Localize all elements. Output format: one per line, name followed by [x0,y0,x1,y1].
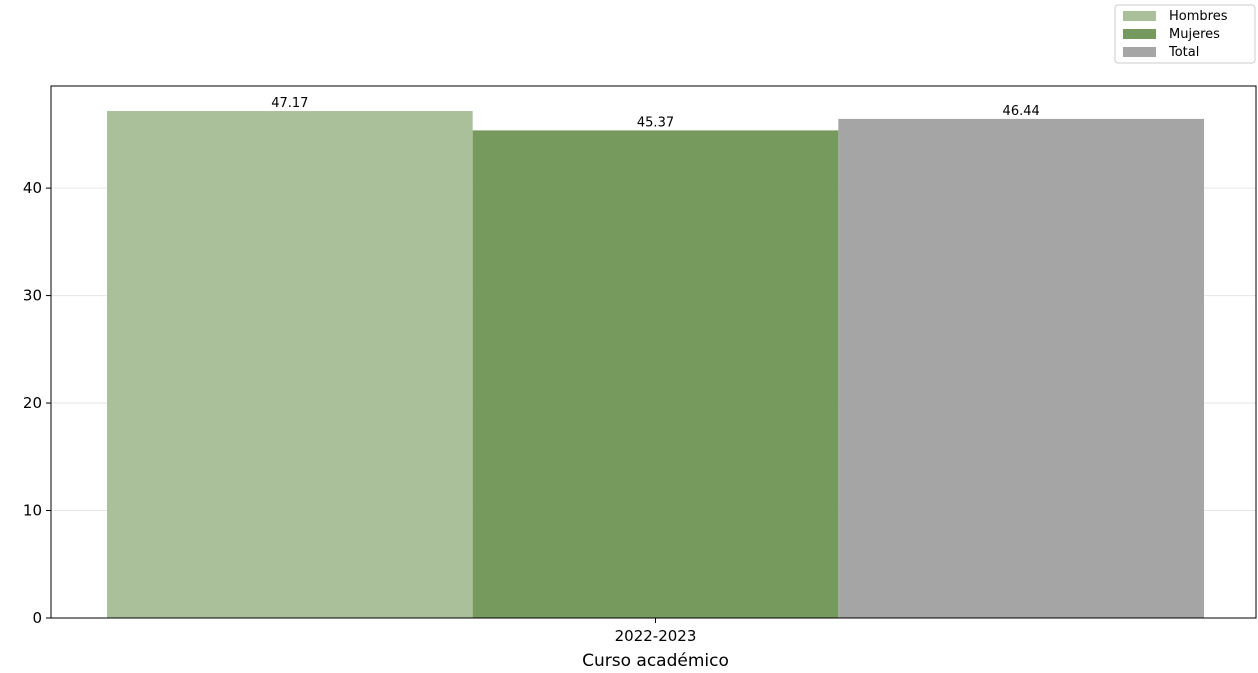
data-label-hombres: 47.17 [271,96,308,111]
y-axis: 0 10 20 30 40 [23,179,51,627]
y-tick-label: 20 [23,394,42,412]
bar-mujeres [472,130,839,618]
plot-area-frame [50,85,1257,619]
legend-label-hombres: Hombres [1169,9,1228,24]
bar-total [838,118,1204,619]
legend: Hombres Mujeres Total [1114,4,1256,64]
x-axis: 2022-2023 [615,618,697,645]
legend-swatch-mujeres [1123,29,1156,39]
legend-label-total: Total [1168,45,1199,60]
x-axis-title: Curso académico [582,651,729,671]
data-label-total: 46.44 [1003,104,1040,119]
bar-hombres [107,111,473,618]
x-tick-label: 2022-2023 [615,627,697,645]
legend-swatch-total [1123,47,1156,57]
data-label-mujeres: 45.37 [637,115,674,130]
bars: 47.17 45.37 46.44 [107,96,1204,619]
y-tick-label: 10 [23,502,42,520]
legend-swatch-hombres [1123,11,1156,21]
y-tick-label: 40 [23,179,42,197]
y-tick-label: 30 [23,287,42,305]
y-tick-label: 0 [32,609,42,627]
legend-label-mujeres: Mujeres [1169,27,1220,42]
